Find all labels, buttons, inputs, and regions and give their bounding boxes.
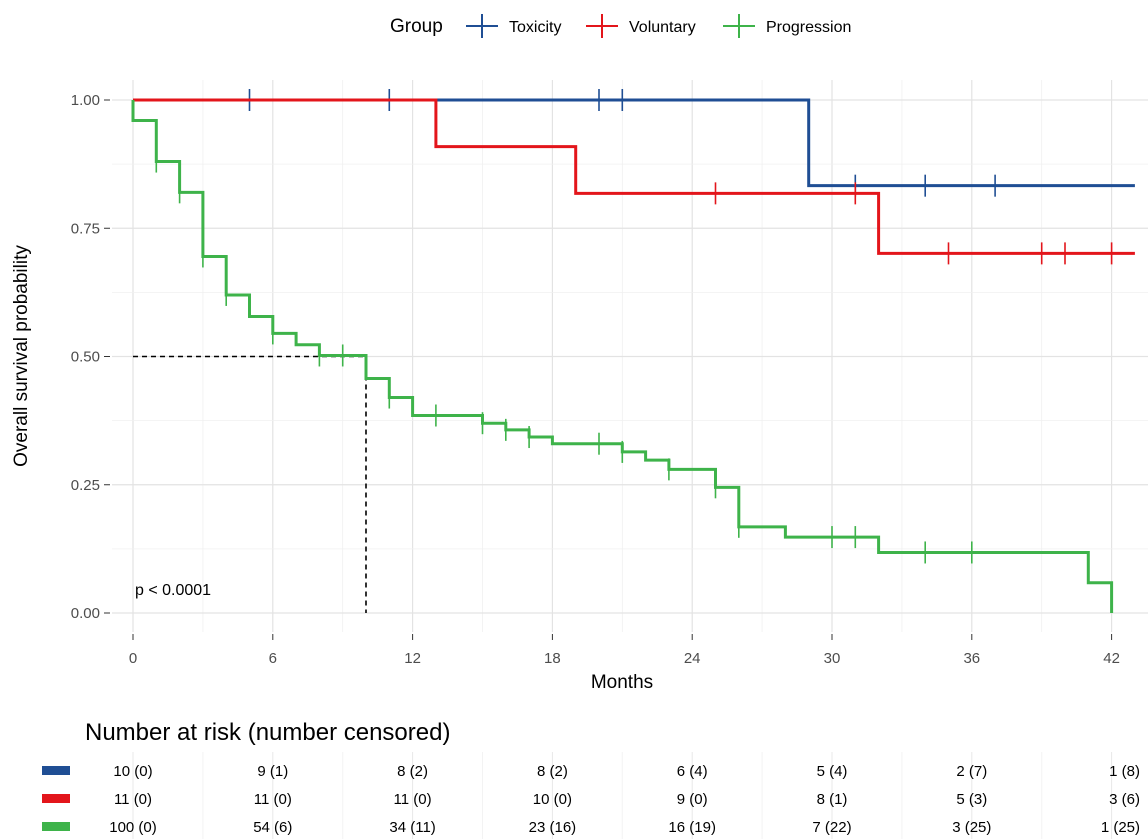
survival-curve bbox=[133, 98, 1135, 255]
legend-title: Group bbox=[390, 16, 443, 37]
y-tick-label: 0.75 bbox=[71, 220, 100, 237]
x-tick-label: 18 bbox=[544, 650, 561, 667]
x-tick-label: 6 bbox=[269, 650, 277, 667]
risk-cell: 2 (7) bbox=[956, 763, 987, 780]
x-tick-label: 0 bbox=[129, 650, 137, 667]
risk-cell: 100 (0) bbox=[109, 819, 157, 836]
risk-cell: 11 (0) bbox=[114, 791, 152, 808]
risk-cell: 6 (4) bbox=[677, 763, 708, 780]
y-tick-label: 0.25 bbox=[71, 477, 100, 494]
risk-cell: 7 (22) bbox=[812, 819, 851, 836]
risk-cell: 16 (19) bbox=[668, 819, 716, 836]
series-voluntary bbox=[133, 98, 1135, 265]
x-tick-label: 42 bbox=[1103, 650, 1120, 667]
legend-label: Progression bbox=[766, 19, 851, 36]
legend: Group Toxicity Voluntary Progression bbox=[390, 14, 851, 38]
risk-cell: 5 (4) bbox=[817, 763, 848, 780]
risk-row-color-key bbox=[42, 766, 70, 775]
risk-table: 10 (0) 9 (1) 8 (2) 8 (2) 6 (4) 5 (4) 2 (7) 1 (8… bbox=[42, 752, 1140, 839]
series-toxicity bbox=[133, 89, 1135, 197]
risk-cell: 5 (3) bbox=[956, 791, 987, 808]
x-tick-label: 12 bbox=[404, 650, 421, 667]
axes: 0.00 0.25 0.50 0.75 1.00 0 6 12 18 24 30 36 42 bbox=[71, 92, 1120, 667]
risk-cell: 10 (0) bbox=[113, 763, 152, 780]
y-tick-label: 0.00 bbox=[71, 605, 100, 622]
x-axis-label: Months bbox=[591, 672, 653, 693]
risk-cell: 3 (6) bbox=[1109, 791, 1140, 808]
risk-cell: 1 (8) bbox=[1109, 763, 1140, 780]
grid bbox=[112, 80, 1148, 632]
risk-row-color-key bbox=[42, 822, 70, 831]
risk-cell: 10 (0) bbox=[533, 791, 572, 808]
x-tick-label: 24 bbox=[684, 650, 701, 667]
risk-cell: 8 (2) bbox=[537, 763, 568, 780]
series-progression bbox=[131, 100, 1114, 613]
risk-cell: 3 (25) bbox=[952, 819, 991, 836]
risk-cell: 11 (0) bbox=[394, 791, 432, 808]
legend-label: Voluntary bbox=[629, 19, 696, 36]
risk-cell: 9 (0) bbox=[677, 791, 708, 808]
y-tick-label: 0.50 bbox=[71, 349, 100, 366]
risk-cell: 9 (1) bbox=[257, 763, 288, 780]
series-group bbox=[131, 89, 1135, 613]
risk-table-title: Number at risk (number censored) bbox=[85, 719, 450, 746]
risk-cell: 54 (6) bbox=[253, 819, 292, 836]
risk-cell: 23 (16) bbox=[529, 819, 577, 836]
risk-cell: 34 (11) bbox=[389, 819, 435, 836]
risk-row-color-key bbox=[42, 794, 70, 803]
legend-label: Toxicity bbox=[509, 19, 561, 36]
risk-cell: 8 (1) bbox=[817, 791, 848, 808]
y-axis-label: Overall survival probability bbox=[11, 245, 32, 467]
p-value-annotation: p < 0.0001 bbox=[135, 582, 211, 599]
y-tick-label: 1.00 bbox=[71, 92, 100, 109]
x-tick-label: 30 bbox=[824, 650, 841, 667]
x-tick-label: 36 bbox=[963, 650, 980, 667]
risk-cell: 11 (0) bbox=[254, 791, 292, 808]
survival-curve bbox=[133, 98, 1135, 188]
risk-cell: 1 (25) bbox=[1101, 819, 1140, 836]
risk-cell: 8 (2) bbox=[397, 763, 428, 780]
